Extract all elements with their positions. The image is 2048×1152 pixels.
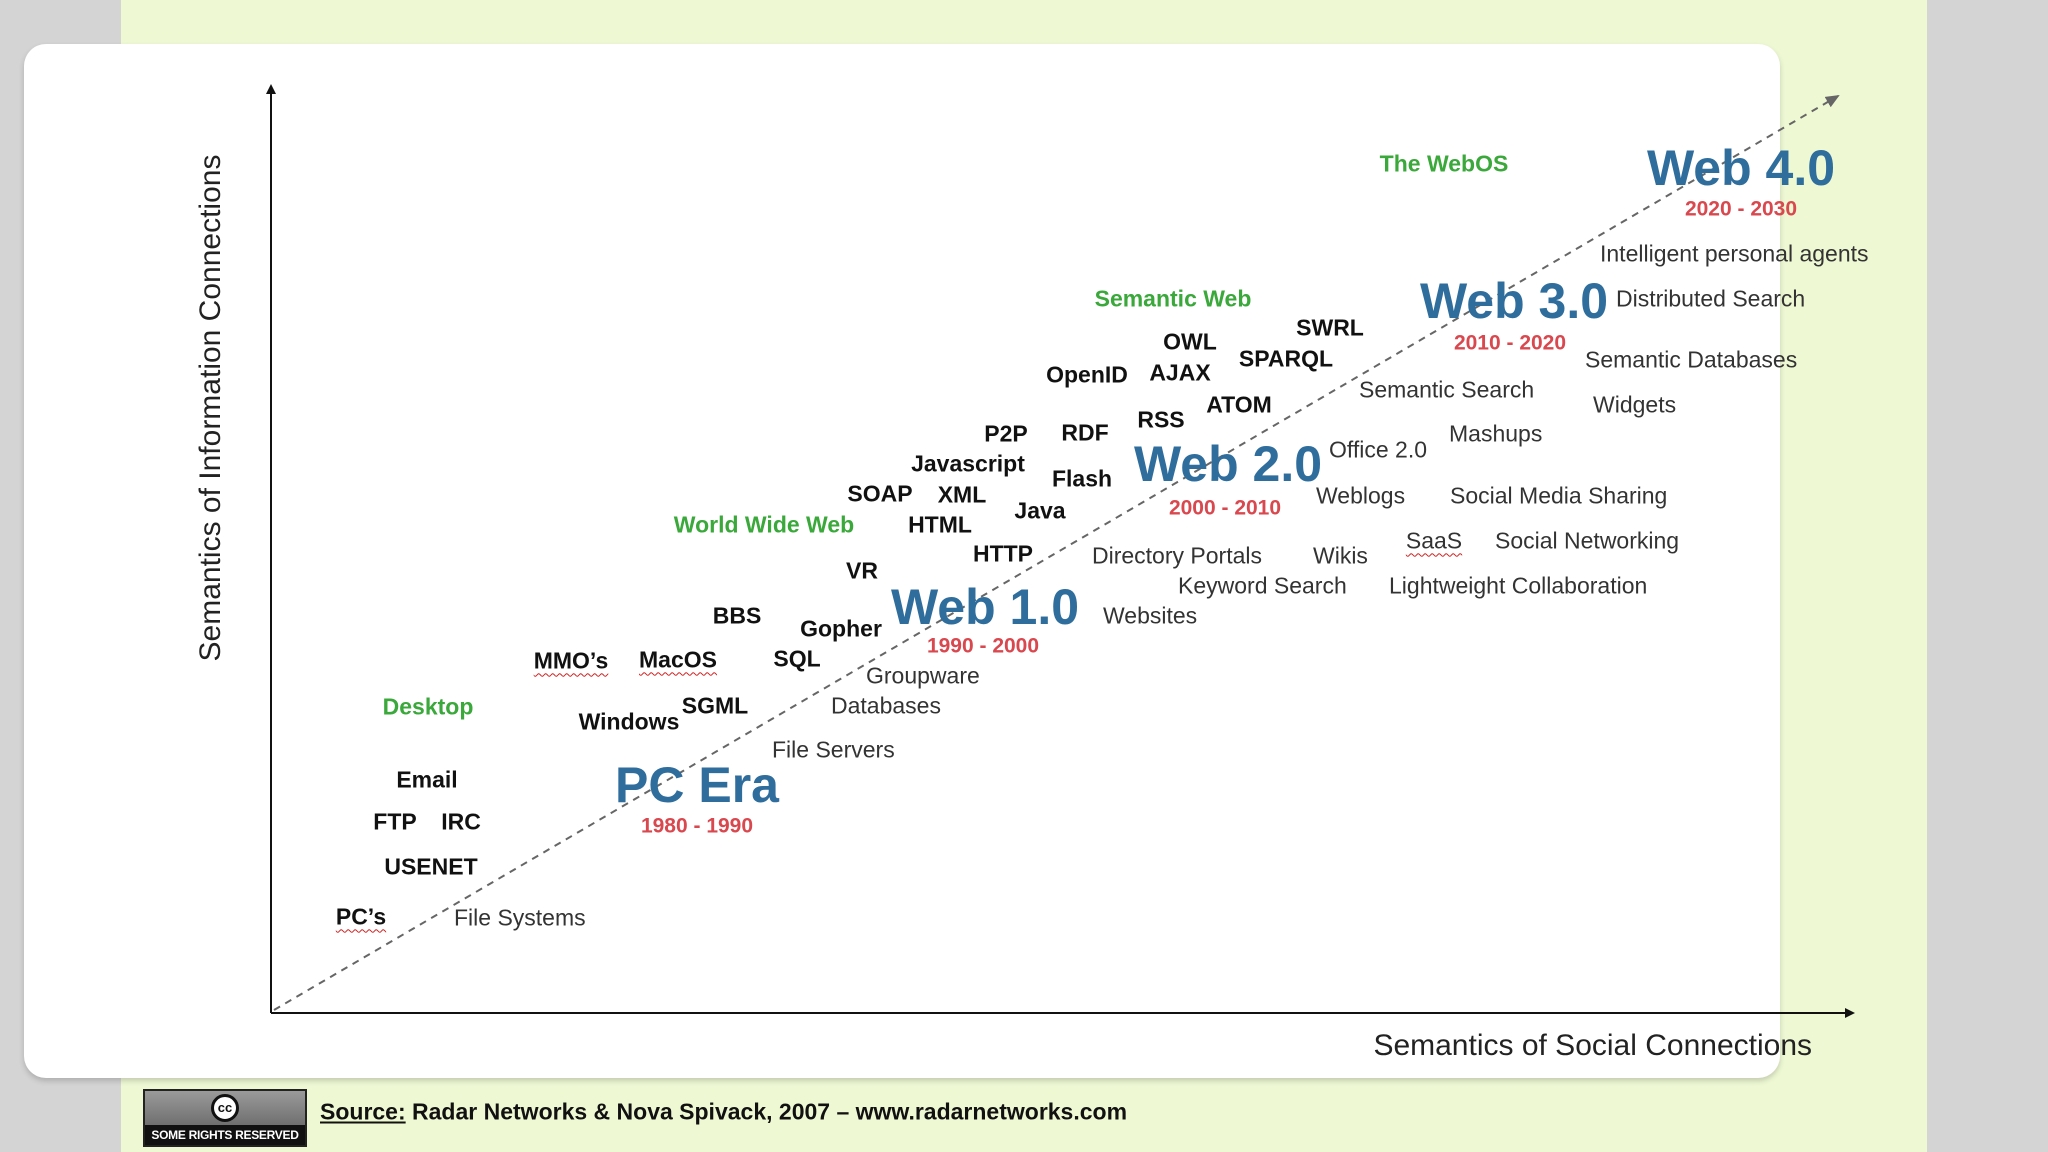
- label-vr: VR: [846, 557, 878, 584]
- label-webos: The WebOS: [1379, 150, 1509, 177]
- label-soap: SOAP: [847, 480, 913, 507]
- label-usenet: USENET: [384, 853, 478, 880]
- label-weblogs: Weblogs: [1316, 482, 1406, 509]
- label-rss: RSS: [1137, 406, 1185, 433]
- label-flash: Flash: [1051, 465, 1113, 492]
- label-sparql: SPARQL: [1238, 345, 1334, 372]
- license-text: SOME RIGHTS RESERVED: [145, 1125, 305, 1145]
- label-mmos: MMO’s: [533, 647, 609, 674]
- label-sql: SQL: [773, 645, 821, 672]
- label-directory-portals: Directory Portals: [1092, 542, 1262, 569]
- label-office20: Office 2.0: [1329, 436, 1428, 463]
- label-pc-era: PC Era: [615, 757, 779, 813]
- label-ajax: AJAX: [1149, 359, 1211, 386]
- label-bbs: BBS: [712, 602, 762, 629]
- label-file-systems: File Systems: [454, 904, 586, 931]
- label-distributed-search: Distributed Search: [1616, 285, 1806, 312]
- source-text: Radar Networks & Nova Spivack, 2007 – ww…: [405, 1098, 1128, 1125]
- label-groupware: Groupware: [866, 662, 980, 689]
- label-email: Email: [396, 766, 458, 793]
- source-credit: Source: Radar Networks & Nova Spivack, 2…: [320, 1099, 1127, 1126]
- label-social-media-sharing: Social Media Sharing: [1450, 482, 1668, 509]
- label-swrl: SWRL: [1296, 314, 1364, 341]
- label-web10: Web 1.0: [890, 579, 1080, 635]
- label-xml: XML: [937, 481, 987, 508]
- source-label: Source:: [320, 1098, 406, 1125]
- creative-commons-badge: cc SOME RIGHTS RESERVED: [143, 1089, 307, 1147]
- label-desktop: Desktop: [382, 693, 474, 720]
- diagram-panel: [24, 44, 1780, 1078]
- label-lightweight-collaboration: Lightweight Collaboration: [1389, 572, 1648, 599]
- label-javascript: Javascript: [911, 450, 1025, 477]
- cc-icon: cc: [211, 1094, 239, 1122]
- label-ftp: FTP: [373, 808, 417, 835]
- label-file-servers: File Servers: [772, 736, 895, 763]
- label-www: World Wide Web: [673, 511, 855, 538]
- label-pc-era-years: 1980 - 1990: [640, 814, 754, 838]
- label-http: HTTP: [972, 540, 1034, 567]
- label-mashups: Mashups: [1449, 420, 1543, 447]
- label-wikis: Wikis: [1313, 542, 1368, 569]
- label-web30-years: 2010 - 2020: [1453, 331, 1567, 355]
- label-semantic-databases: Semantic Databases: [1585, 346, 1798, 373]
- x-axis-label: Semantics of Social Connections: [1373, 1029, 1812, 1062]
- label-sgml: SGML: [681, 692, 749, 719]
- label-macos: MacOS: [639, 646, 717, 673]
- label-owl: OWL: [1163, 328, 1217, 355]
- label-widgets: Widgets: [1593, 391, 1677, 418]
- label-irc: IRC: [441, 808, 481, 835]
- label-java: Java: [1014, 497, 1066, 524]
- label-keyword-search: Keyword Search: [1178, 572, 1347, 599]
- label-html: HTML: [908, 511, 972, 538]
- label-saas: SaaS: [1405, 527, 1463, 554]
- label-atom: ATOM: [1206, 391, 1272, 418]
- label-gopher: Gopher: [800, 615, 882, 642]
- label-web40-years: 2020 - 2030: [1684, 197, 1798, 221]
- label-websites: Websites: [1103, 602, 1198, 629]
- label-intelligent-agents: Intelligent personal agents: [1600, 240, 1869, 267]
- label-social-networking: Social Networking: [1495, 527, 1680, 554]
- label-semantic-search: Semantic Search: [1359, 376, 1535, 403]
- label-p2p: P2P: [984, 420, 1028, 447]
- label-databases: Databases: [831, 692, 941, 719]
- label-web20: Web 2.0: [1133, 436, 1323, 492]
- y-axis-label: Semantics of Information Connections: [194, 154, 227, 662]
- label-windows: Windows: [578, 708, 680, 735]
- label-web40: Web 4.0: [1646, 140, 1836, 196]
- trend-line: [273, 94, 1840, 1011]
- label-semantic-web: Semantic Web: [1094, 285, 1252, 312]
- label-rdf: RDF: [1061, 419, 1109, 446]
- label-web20-years: 2000 - 2010: [1168, 496, 1282, 520]
- label-openid: OpenID: [1046, 361, 1128, 388]
- label-web10-years: 1990 - 2000: [926, 634, 1040, 658]
- label-pcs: PC’s: [335, 903, 387, 930]
- label-web30: Web 3.0: [1419, 273, 1609, 329]
